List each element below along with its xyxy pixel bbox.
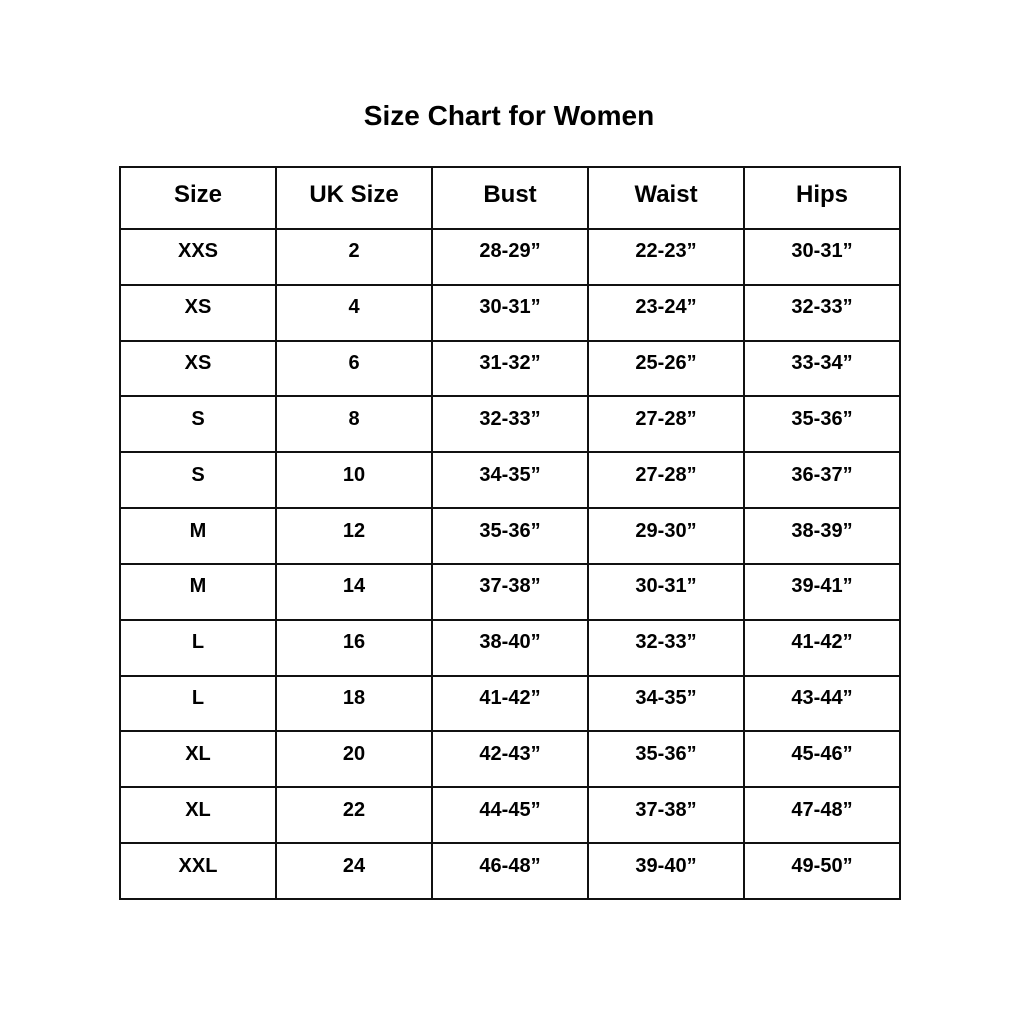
table-cell: 29-30” bbox=[587, 507, 745, 565]
table-cell: L bbox=[119, 674, 277, 733]
table-cell: 41-42” bbox=[431, 674, 589, 733]
table-cell: 46-48” bbox=[431, 842, 589, 900]
size-chart-table: Size UK Size Bust Waist Hips XXS 2 28-29” 22-23… bbox=[119, 166, 901, 900]
table-cell: 23-24” bbox=[587, 283, 745, 342]
table-cell: XS bbox=[119, 339, 277, 398]
table-cell: XL bbox=[119, 730, 277, 789]
column-header: Hips bbox=[743, 166, 901, 230]
table-cell: 35-36” bbox=[743, 395, 901, 454]
table-cell: 27-28” bbox=[587, 395, 745, 454]
table-cell: 47-48” bbox=[743, 786, 901, 845]
table-cell: 4 bbox=[275, 283, 433, 342]
table-cell: XXS bbox=[119, 228, 277, 286]
table-row: XS 4 30-31” 23-24” 32-33” bbox=[119, 283, 901, 342]
table-row: M 14 37-38” 30-31” 39-41” bbox=[119, 562, 901, 621]
table-cell: 38-40” bbox=[431, 618, 589, 677]
table-cell: M bbox=[119, 507, 277, 565]
table-cell: 24 bbox=[275, 842, 433, 900]
table-cell: 45-46” bbox=[743, 730, 901, 789]
table-row: XXS 2 28-29” 22-23” 30-31” bbox=[119, 228, 901, 286]
table-cell: 30-31” bbox=[743, 228, 901, 286]
table-cell: 37-38” bbox=[431, 562, 589, 621]
column-header: Bust bbox=[431, 166, 589, 230]
table-cell: XL bbox=[119, 786, 277, 845]
table-row: S 8 32-33” 27-28” 35-36” bbox=[119, 395, 901, 454]
table-cell: 36-37” bbox=[743, 451, 901, 510]
table-cell: 30-31” bbox=[431, 283, 589, 342]
table-cell: 38-39” bbox=[743, 507, 901, 565]
header-row: Size UK Size Bust Waist Hips bbox=[119, 166, 901, 230]
table-row: XL 20 42-43” 35-36” 45-46” bbox=[119, 730, 901, 789]
table-cell: 31-32” bbox=[431, 339, 589, 398]
table-cell: 39-40” bbox=[587, 842, 745, 900]
table-cell: 41-42” bbox=[743, 618, 901, 677]
table-cell: 49-50” bbox=[743, 842, 901, 900]
table-row: L 18 41-42” 34-35” 43-44” bbox=[119, 674, 901, 733]
table-cell: 30-31” bbox=[587, 562, 745, 621]
table-cell: 10 bbox=[275, 451, 433, 510]
table-cell: S bbox=[119, 451, 277, 510]
table-cell: 18 bbox=[275, 674, 433, 733]
table-cell: 35-36” bbox=[587, 730, 745, 789]
table-cell: 34-35” bbox=[587, 674, 745, 733]
table-cell: 20 bbox=[275, 730, 433, 789]
table-cell: 25-26” bbox=[587, 339, 745, 398]
table-cell: 33-34” bbox=[743, 339, 901, 398]
table-cell: 16 bbox=[275, 618, 433, 677]
table-cell: 14 bbox=[275, 562, 433, 621]
table-cell: XXL bbox=[119, 842, 277, 900]
table-cell: 32-33” bbox=[743, 283, 901, 342]
column-header: Waist bbox=[587, 166, 745, 230]
column-header: Size bbox=[119, 166, 277, 230]
table-cell: 12 bbox=[275, 507, 433, 565]
table-cell: 43-44” bbox=[743, 674, 901, 733]
table-cell: XS bbox=[119, 283, 277, 342]
table-row: XS 6 31-32” 25-26” 33-34” bbox=[119, 339, 901, 398]
table-cell: 32-33” bbox=[587, 618, 745, 677]
table-cell: 22-23” bbox=[587, 228, 745, 286]
table-cell: 35-36” bbox=[431, 507, 589, 565]
page-title: Size Chart for Women bbox=[363, 100, 655, 131]
table-cell: 44-45” bbox=[431, 786, 589, 845]
table-row: L 16 38-40” 32-33” 41-42” bbox=[119, 618, 901, 677]
table-row: S 10 34-35” 27-28” 36-37” bbox=[119, 451, 901, 510]
table-cell: L bbox=[119, 618, 277, 677]
table-cell: 42-43” bbox=[431, 730, 589, 789]
table-cell: 22 bbox=[275, 786, 433, 845]
table-cell: 6 bbox=[275, 339, 433, 398]
table-row: M 12 35-36” 29-30” 38-39” bbox=[119, 507, 901, 565]
column-header: UK Size bbox=[275, 166, 433, 230]
table-cell: S bbox=[119, 395, 277, 454]
table-cell: 32-33” bbox=[431, 395, 589, 454]
table-cell: 27-28” bbox=[587, 451, 745, 510]
table-cell: 8 bbox=[275, 395, 433, 454]
table-cell: 2 bbox=[275, 228, 433, 286]
table-cell: 34-35” bbox=[431, 451, 589, 510]
table-row: XXL 24 46-48” 39-40” 49-50” bbox=[119, 842, 901, 900]
table-cell: 28-29” bbox=[431, 228, 589, 286]
table-cell: M bbox=[119, 562, 277, 621]
table-cell: 39-41” bbox=[743, 562, 901, 621]
table-row: XL 22 44-45” 37-38” 47-48” bbox=[119, 786, 901, 845]
table-cell: 37-38” bbox=[587, 786, 745, 845]
